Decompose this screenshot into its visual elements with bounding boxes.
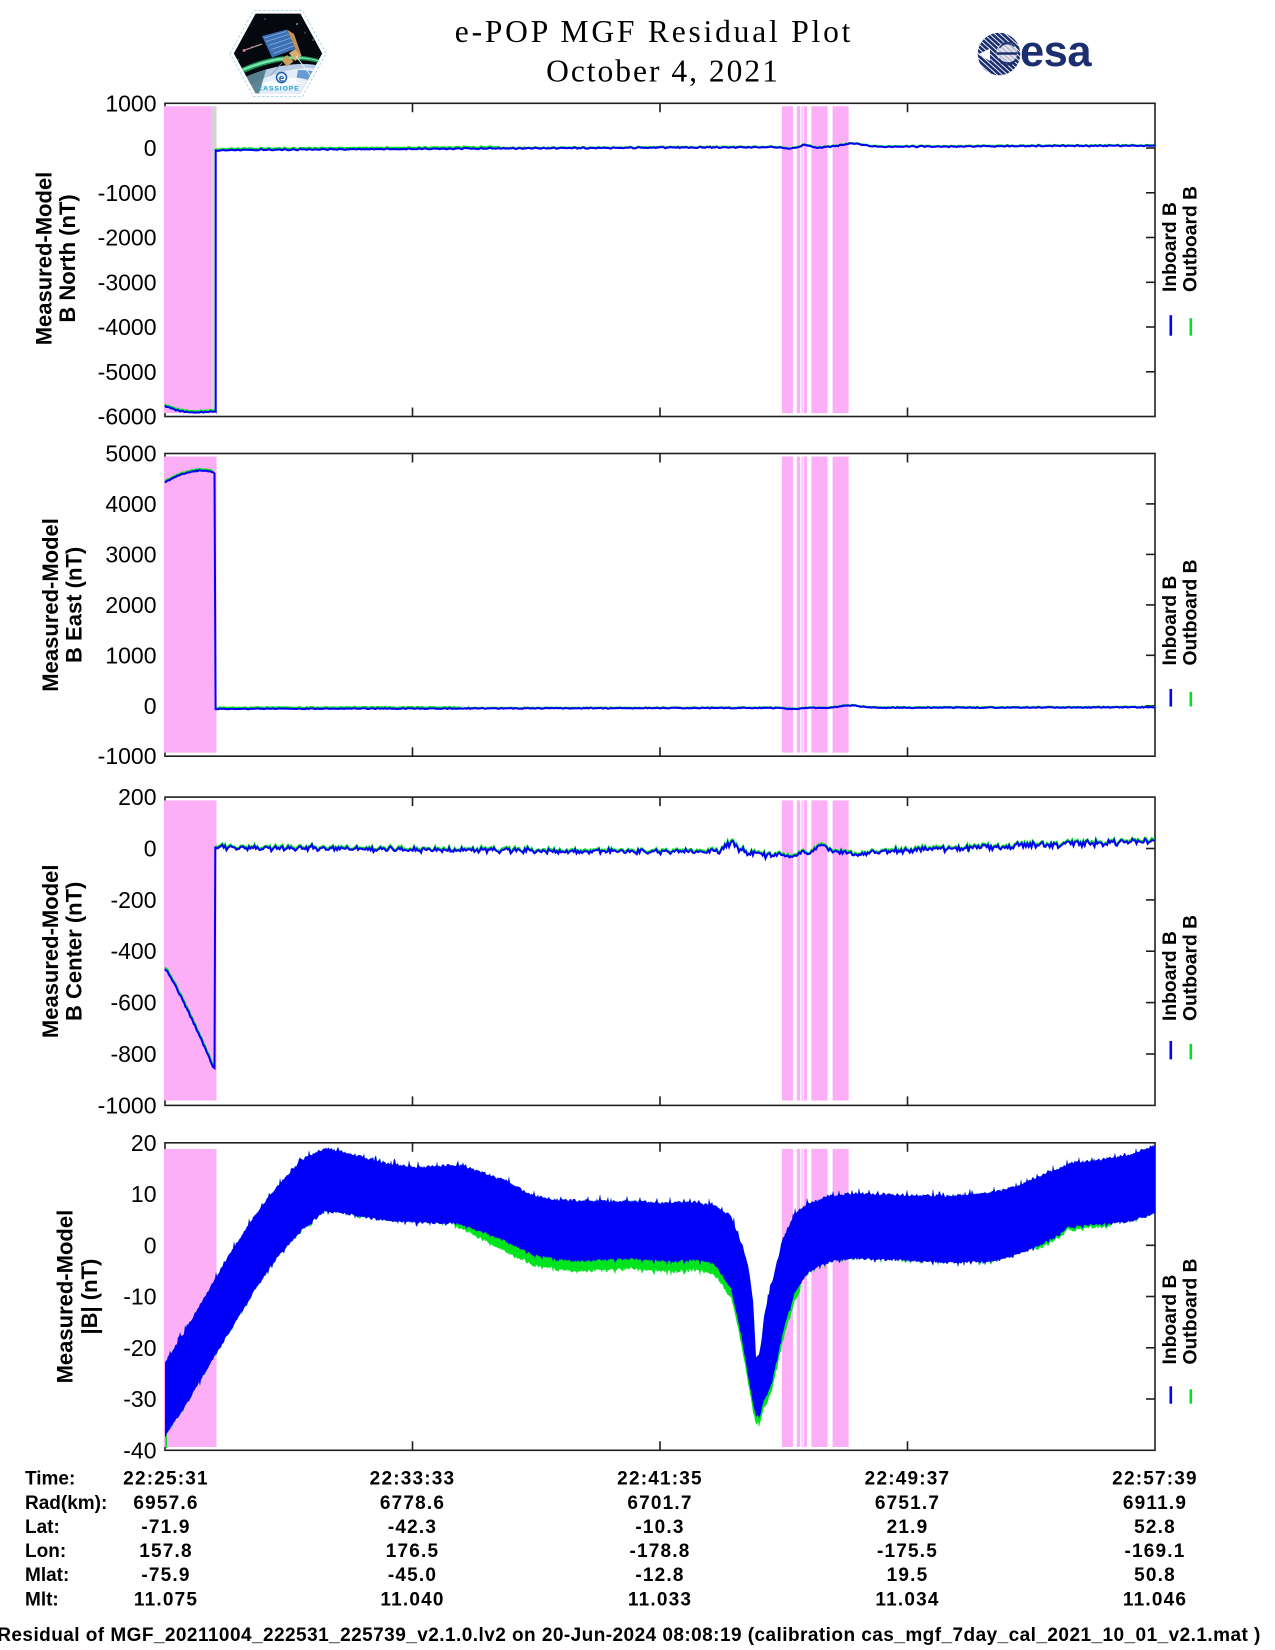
svg-text:11.040: 11.040	[380, 1589, 444, 1610]
svg-text:|B| (nT): |B| (nT)	[77, 1259, 102, 1335]
svg-text:22:25:31: 22:25:31	[123, 1469, 209, 1490]
svg-text:Measured-Model: Measured-Model	[38, 865, 63, 1039]
svg-text:-169.1: -169.1	[1124, 1541, 1185, 1562]
svg-text:-20: -20	[123, 1335, 156, 1361]
svg-text:-10: -10	[123, 1284, 156, 1310]
svg-text:22:41:35: 22:41:35	[617, 1469, 703, 1490]
svg-text:Inboard B: Inboard B	[1160, 202, 1181, 292]
svg-text:e: e	[279, 74, 285, 85]
svg-text:Lon:: Lon:	[25, 1541, 66, 1562]
svg-text:10: 10	[131, 1181, 157, 1207]
svg-text:200: 200	[118, 784, 156, 810]
svg-text:50.8: 50.8	[1134, 1565, 1176, 1586]
svg-text:Measured-Model: Measured-Model	[31, 172, 56, 346]
svg-text:Rad(km):: Rad(km):	[25, 1493, 107, 1514]
svg-text:6751.7: 6751.7	[875, 1493, 940, 1514]
svg-text:21.9: 21.9	[887, 1517, 929, 1538]
svg-text:6701.7: 6701.7	[627, 1493, 692, 1514]
svg-text:Residual of MGF_20211004_22253: Residual of MGF_20211004_222531_225739_v…	[0, 1625, 1261, 1646]
svg-text:Time:: Time:	[25, 1469, 75, 1490]
svg-text:-30: -30	[123, 1386, 156, 1412]
svg-text:1000: 1000	[105, 90, 156, 116]
svg-text:5000: 5000	[105, 441, 156, 467]
svg-text:0: 0	[144, 836, 157, 862]
svg-text:0: 0	[144, 135, 157, 161]
svg-text:0: 0	[144, 1232, 157, 1258]
svg-text:B East (nT): B East (nT)	[61, 547, 86, 663]
svg-text:-4000: -4000	[98, 314, 157, 340]
svg-text:11.075: 11.075	[134, 1589, 198, 1610]
svg-text:esa: esa	[1020, 28, 1092, 76]
svg-text:-6000: -6000	[98, 404, 157, 430]
svg-text:2000: 2000	[105, 592, 156, 618]
svg-text:19.5: 19.5	[887, 1565, 929, 1586]
svg-text:October 4, 2021: October 4, 2021	[546, 54, 780, 89]
svg-text:3000: 3000	[105, 541, 156, 567]
svg-text:-71.9: -71.9	[141, 1517, 190, 1538]
svg-text:B Center (nT): B Center (nT)	[62, 882, 87, 1021]
svg-text:Mlt:: Mlt:	[25, 1589, 59, 1610]
svg-text:Inboard B: Inboard B	[1160, 575, 1181, 665]
svg-text:11.034: 11.034	[875, 1589, 939, 1610]
svg-text:11.033: 11.033	[628, 1589, 692, 1610]
svg-text:-1000: -1000	[98, 180, 157, 206]
svg-text:Measured-Model: Measured-Model	[38, 518, 63, 692]
svg-text:-42.3: -42.3	[388, 1517, 437, 1538]
svg-text:-200: -200	[110, 887, 156, 913]
svg-text:22:49:37: 22:49:37	[865, 1469, 951, 1490]
svg-text:22:33:33: 22:33:33	[370, 1469, 456, 1490]
svg-text:6911.9: 6911.9	[1123, 1493, 1187, 1514]
svg-text:176.5: 176.5	[386, 1541, 440, 1562]
svg-text:-800: -800	[110, 1041, 156, 1067]
svg-text:Measured-Model: Measured-Model	[52, 1210, 77, 1384]
svg-text:Lat:: Lat:	[25, 1517, 60, 1538]
svg-text:-600: -600	[110, 990, 156, 1016]
svg-text:-175.5: -175.5	[877, 1541, 938, 1562]
svg-text:6778.6: 6778.6	[380, 1493, 445, 1514]
svg-text:Inboard B: Inboard B	[1160, 1274, 1181, 1364]
svg-text:22:57:39: 22:57:39	[1112, 1469, 1198, 1490]
svg-text:0: 0	[144, 693, 157, 719]
svg-text:Mlat:: Mlat:	[25, 1565, 69, 1586]
svg-text:CASSIOPE: CASSIOPE	[257, 86, 299, 93]
svg-text:-1000: -1000	[98, 1092, 157, 1118]
svg-text:Outboard B: Outboard B	[1181, 559, 1202, 665]
svg-text:6957.6: 6957.6	[133, 1493, 198, 1514]
svg-text:-400: -400	[110, 938, 156, 964]
svg-text:-5000: -5000	[98, 359, 157, 385]
svg-text:157.8: 157.8	[139, 1541, 193, 1562]
svg-text:-45.0: -45.0	[388, 1565, 437, 1586]
svg-text:11.046: 11.046	[1123, 1589, 1187, 1610]
svg-text:20: 20	[131, 1130, 157, 1156]
svg-text:Outboard B: Outboard B	[1181, 186, 1202, 292]
svg-text:-75.9: -75.9	[141, 1565, 190, 1586]
svg-text:-2000: -2000	[98, 225, 157, 251]
svg-text:4000: 4000	[105, 491, 156, 517]
svg-text:-3000: -3000	[98, 269, 157, 295]
svg-text:52.8: 52.8	[1134, 1517, 1176, 1538]
svg-text:Outboard B: Outboard B	[1181, 915, 1202, 1021]
svg-text:-1000: -1000	[98, 743, 157, 769]
svg-text:1000: 1000	[105, 642, 156, 668]
svg-text:Inboard B: Inboard B	[1160, 931, 1181, 1021]
svg-text:-40: -40	[123, 1437, 156, 1463]
svg-text:-178.8: -178.8	[629, 1541, 690, 1562]
svg-text:B North (nT): B North (nT)	[55, 194, 80, 322]
svg-text:-10.3: -10.3	[635, 1517, 684, 1538]
svg-text:Outboard B: Outboard B	[1181, 1258, 1202, 1364]
svg-text:e-POP MGF Residual Plot: e-POP MGF Residual Plot	[455, 14, 853, 49]
svg-text:-12.8: -12.8	[635, 1565, 684, 1586]
